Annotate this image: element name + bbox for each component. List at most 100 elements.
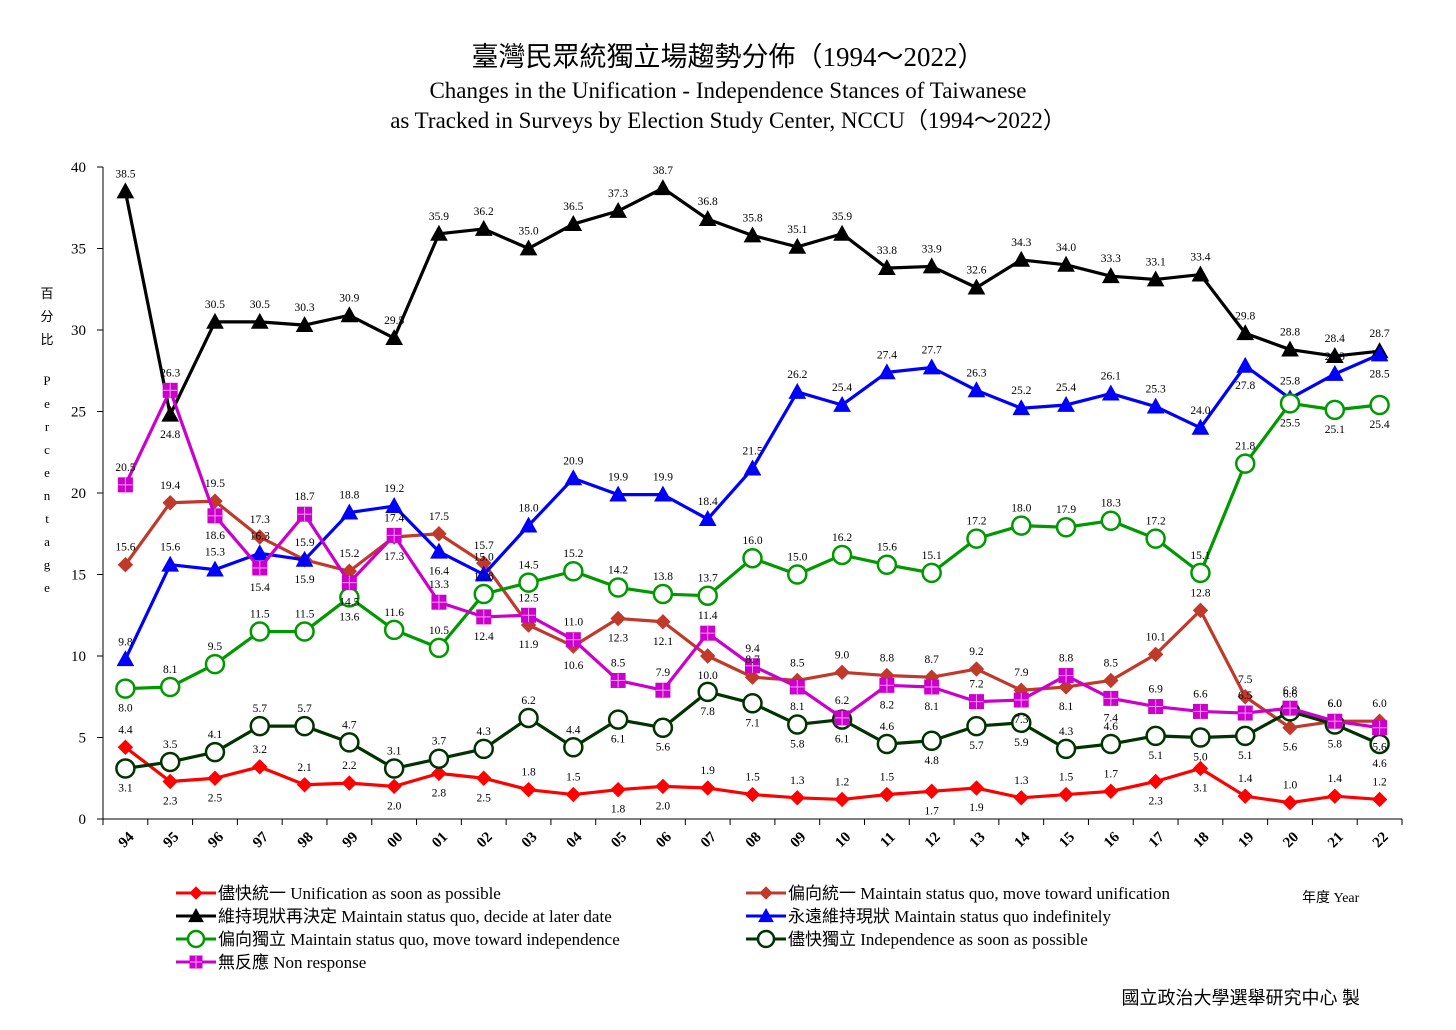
data-label: 5.7 — [253, 703, 268, 715]
data-label: 1.7 — [1104, 768, 1119, 780]
data-label: 2.3 — [163, 796, 178, 808]
data-point — [834, 710, 850, 726]
data-point — [968, 661, 985, 677]
data-label: 29.8 — [1235, 310, 1255, 322]
data-point — [1282, 700, 1298, 716]
data-label: 6.1 — [611, 734, 626, 746]
data-point — [1370, 345, 1389, 362]
data-label: 14.5 — [339, 597, 359, 609]
data-point — [476, 770, 492, 786]
legend-swatch-marker — [188, 907, 204, 923]
series-3 — [116, 345, 1389, 667]
data-point — [1190, 727, 1211, 748]
x-tick-label: 98 — [295, 829, 317, 851]
data-point — [519, 239, 538, 256]
data-label: 21.8 — [1235, 441, 1255, 453]
data-point — [518, 572, 539, 593]
legend-item-5: 儘快獨立 Independence as soon as possible — [746, 929, 1088, 949]
data-label: 30.5 — [250, 299, 270, 311]
data-point — [876, 554, 898, 575]
data-label: 29.5 — [384, 315, 404, 327]
data-label: 5.9 — [1014, 737, 1029, 749]
data-point — [700, 625, 716, 641]
data-point — [520, 781, 537, 798]
y-tick-label: 30 — [71, 323, 86, 339]
legend-item-1: 偏向統一 Maintain status quo, move toward un… — [746, 884, 1170, 903]
data-label: 28.4 — [1325, 333, 1345, 345]
data-label: 1.5 — [1059, 772, 1074, 784]
data-point — [879, 786, 895, 803]
data-label: 2.0 — [656, 800, 671, 812]
data-label: 2.5 — [477, 792, 492, 804]
data-label: 8.1 — [924, 701, 939, 713]
chart-title: 臺灣民眾統獨立場趨勢分佈（1994～2022） — [471, 42, 985, 72]
data-point — [341, 775, 358, 791]
data-point — [968, 780, 985, 796]
data-label: 30.5 — [205, 299, 225, 311]
data-label: 6.5 — [1238, 690, 1253, 702]
data-label: 18.0 — [1011, 503, 1031, 515]
x-tick-label: 99 — [340, 829, 362, 851]
x-tick-label: 21 — [1325, 829, 1347, 851]
data-label: 7.1 — [745, 717, 760, 729]
data-label: 35.1 — [787, 224, 807, 236]
data-label: 34.0 — [1056, 242, 1076, 254]
data-point — [1282, 720, 1298, 736]
data-label: 25.4 — [1056, 382, 1076, 394]
data-point — [162, 382, 178, 398]
data-point — [1012, 399, 1031, 416]
data-label: 18.4 — [698, 496, 718, 508]
data-label: 30.3 — [295, 302, 315, 314]
data-point — [1191, 265, 1210, 282]
data-label: 12.3 — [608, 633, 628, 645]
chart-title-block: 臺灣民眾統獨立場趨勢分佈（1994～2022） Changes in the U… — [0, 38, 1456, 136]
data-point — [518, 707, 539, 729]
data-label: 33.4 — [1190, 252, 1210, 264]
data-label: 35.0 — [518, 226, 538, 238]
y-axis-label-char: e — [44, 465, 50, 480]
data-label: 6.6 — [1193, 688, 1208, 700]
data-point — [340, 306, 359, 323]
x-tick-label: 95 — [160, 829, 182, 851]
data-label: 13.3 — [429, 579, 449, 591]
data-label: 8.1 — [163, 664, 178, 676]
x-tick-label: 03 — [519, 829, 541, 851]
y-axis-label-char: g — [44, 557, 51, 572]
data-label: 33.9 — [922, 243, 942, 255]
series-layer — [115, 179, 1390, 811]
data-label: 37.3 — [608, 188, 628, 200]
data-label: 20.9 — [563, 455, 583, 467]
x-tick-label: 97 — [250, 829, 272, 851]
data-label: 1.8 — [611, 804, 626, 816]
data-label: 3.7 — [432, 736, 447, 748]
data-point — [699, 780, 716, 796]
data-label: 15.9 — [295, 537, 315, 549]
data-label: 32.6 — [966, 265, 986, 277]
data-label: 17.3 — [250, 514, 270, 526]
x-tick-label: 13 — [967, 829, 989, 851]
data-point — [1147, 773, 1164, 790]
legend-swatch-marker — [756, 929, 776, 949]
data-label: 5.6 — [1372, 742, 1387, 754]
data-label: 5.1 — [1238, 750, 1253, 762]
data-point — [252, 560, 268, 576]
data-point — [340, 503, 359, 520]
data-point — [204, 653, 226, 675]
data-label: 6.8 — [1283, 685, 1298, 697]
data-point — [252, 759, 268, 775]
legend-label: 維持現狀再決定 Maintain status quo, decide at l… — [218, 907, 612, 926]
data-point — [295, 550, 314, 567]
data-point — [1236, 356, 1255, 373]
data-label: 10.1 — [1146, 631, 1166, 643]
data-label: 35.9 — [832, 211, 852, 223]
data-label: 4.3 — [477, 726, 492, 738]
data-point — [787, 564, 808, 585]
y-tick-label: 25 — [71, 405, 86, 421]
x-axis-label: 年度 Year — [1302, 891, 1360, 906]
data-label: 7.9 — [656, 667, 671, 679]
y-axis-label-char: e — [44, 580, 50, 595]
data-label: 35.9 — [429, 211, 449, 223]
data-label: 5.6 — [1283, 742, 1298, 754]
data-label: 8.7 — [745, 654, 760, 666]
data-point — [921, 562, 942, 584]
